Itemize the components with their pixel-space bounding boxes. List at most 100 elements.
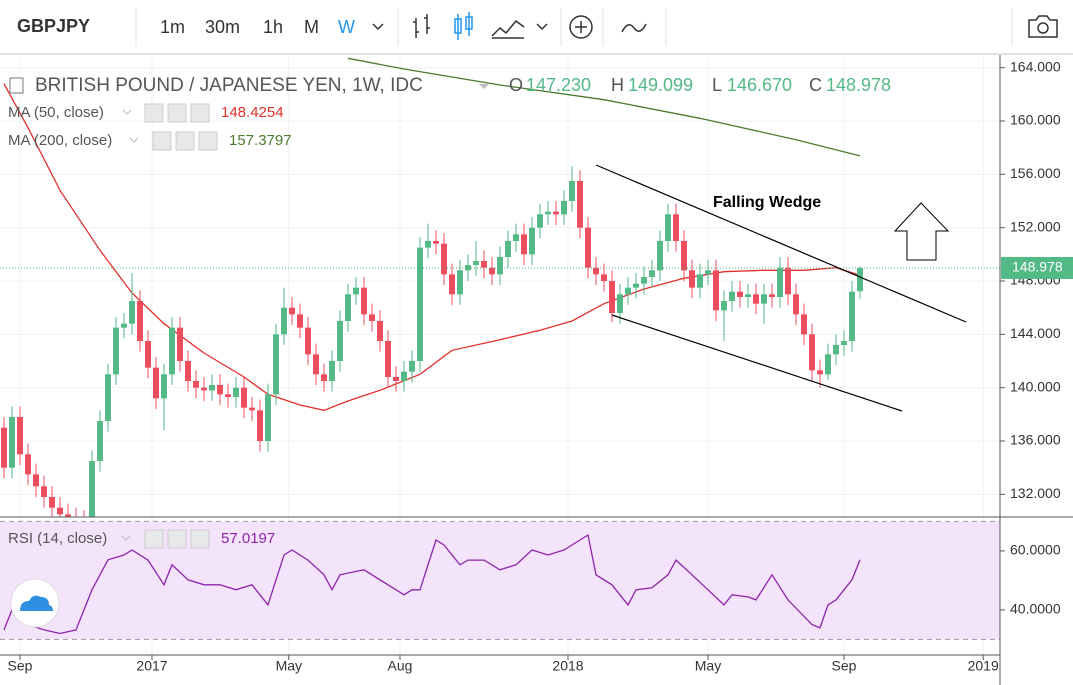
candle-body — [857, 267, 863, 292]
remove-button[interactable] — [198, 131, 218, 151]
legend-menu[interactable] — [122, 109, 132, 115]
compare-icon[interactable] — [621, 23, 647, 33]
candle-body — [561, 201, 567, 215]
candle-body — [169, 327, 175, 375]
legend-menu[interactable] — [121, 535, 131, 541]
candle-body — [737, 291, 743, 297]
moving-average — [347, 57, 861, 157]
candle-body — [825, 354, 831, 375]
candle-body — [513, 234, 519, 241]
x-tick-label: 2017 — [136, 658, 167, 674]
candle-body — [329, 361, 335, 381]
candle-body — [161, 374, 167, 399]
candle-body — [697, 274, 703, 288]
candle-body — [521, 234, 527, 255]
logo — [20, 595, 53, 611]
candle-body — [833, 345, 839, 355]
candle-body — [417, 247, 423, 361]
candle-body — [193, 381, 199, 388]
legend-menu[interactable] — [479, 84, 489, 89]
last-price-tag — [1001, 256, 1073, 279]
ohlc-key: O — [509, 75, 523, 95]
candle-body — [481, 261, 487, 268]
candle-body — [129, 301, 135, 324]
settings-button[interactable] — [175, 131, 195, 151]
eye-button[interactable] — [144, 103, 164, 123]
candle-body — [185, 361, 191, 381]
candle-body — [201, 387, 207, 391]
candle-body — [209, 385, 215, 391]
eye-button[interactable] — [144, 529, 164, 549]
symbol[interactable]: GBPJPY — [17, 16, 90, 36]
candle-body — [673, 214, 679, 241]
plot-area — [0, 57, 1000, 655]
settings-button[interactable] — [167, 103, 187, 123]
candle-body — [545, 211, 551, 215]
x-tick-label: Sep — [832, 658, 857, 674]
candle-body — [449, 274, 455, 295]
candle-body — [817, 370, 823, 375]
candle-body — [505, 241, 511, 257]
candle-body — [25, 454, 31, 475]
candle-body — [73, 518, 79, 521]
candle-body — [369, 314, 375, 321]
candles-icon[interactable] — [454, 12, 473, 40]
candle-body — [345, 294, 351, 321]
candle-body — [9, 417, 15, 468]
toolbar-bg — [0, 0, 1073, 54]
candle-body — [601, 274, 607, 281]
remove-button[interactable] — [190, 103, 210, 123]
add-indicator[interactable] — [569, 15, 593, 39]
interval[interactable]: M — [304, 17, 319, 37]
candle-body — [41, 486, 47, 497]
candle-body — [289, 307, 295, 315]
x-tick-label: Sep — [8, 658, 33, 674]
area-icon[interactable] — [491, 19, 525, 39]
rsi-band — [0, 521, 1000, 640]
interval-active[interactable]: W — [338, 17, 355, 37]
candle-body — [809, 334, 815, 371]
interval[interactable]: 1h — [263, 17, 283, 37]
candle-body — [321, 374, 327, 381]
remove-button[interactable] — [190, 529, 210, 549]
candle-body — [785, 267, 791, 295]
candle-body — [153, 367, 159, 399]
candle-body — [633, 283, 639, 288]
candle-body — [473, 261, 479, 265]
candle-body — [177, 327, 183, 361]
y-tick-label: 40.0000 — [1010, 601, 1061, 617]
candle-body — [585, 227, 591, 268]
candle-body — [225, 394, 231, 397]
candle-body — [305, 327, 311, 355]
candle-body — [337, 321, 343, 361]
bars-icon[interactable] — [413, 14, 430, 38]
candle-body — [593, 267, 599, 275]
candle-body — [65, 514, 71, 517]
chevron[interactable] — [372, 23, 384, 31]
candle-body — [377, 321, 383, 341]
candle-body — [529, 227, 535, 255]
candle-body — [849, 291, 855, 341]
ohlc-key: C — [809, 75, 822, 95]
interval[interactable]: 1m — [160, 17, 185, 37]
y-tick-label: 164.000 — [1010, 58, 1061, 74]
legend-menu[interactable] — [129, 137, 139, 143]
snapshot-icon[interactable] — [1028, 15, 1058, 38]
chevron[interactable] — [536, 23, 548, 31]
candle-body — [537, 214, 543, 228]
eye-button[interactable] — [152, 131, 172, 151]
y-tick-label: 152.000 — [1010, 218, 1061, 234]
candle-body — [241, 387, 247, 408]
legend-icon — [9, 77, 24, 94]
candle-body — [393, 377, 399, 381]
legend-value: 57.0197 — [221, 530, 275, 547]
candle-body — [97, 421, 103, 461]
candle-body — [577, 181, 583, 228]
y-tick-label: 132.000 — [1010, 485, 1061, 501]
interval[interactable]: 30m — [205, 17, 240, 37]
candle-body — [801, 314, 807, 335]
candle-body — [713, 270, 719, 311]
settings-button[interactable] — [167, 529, 187, 549]
candle-body — [217, 385, 223, 395]
candle-body — [49, 497, 55, 508]
